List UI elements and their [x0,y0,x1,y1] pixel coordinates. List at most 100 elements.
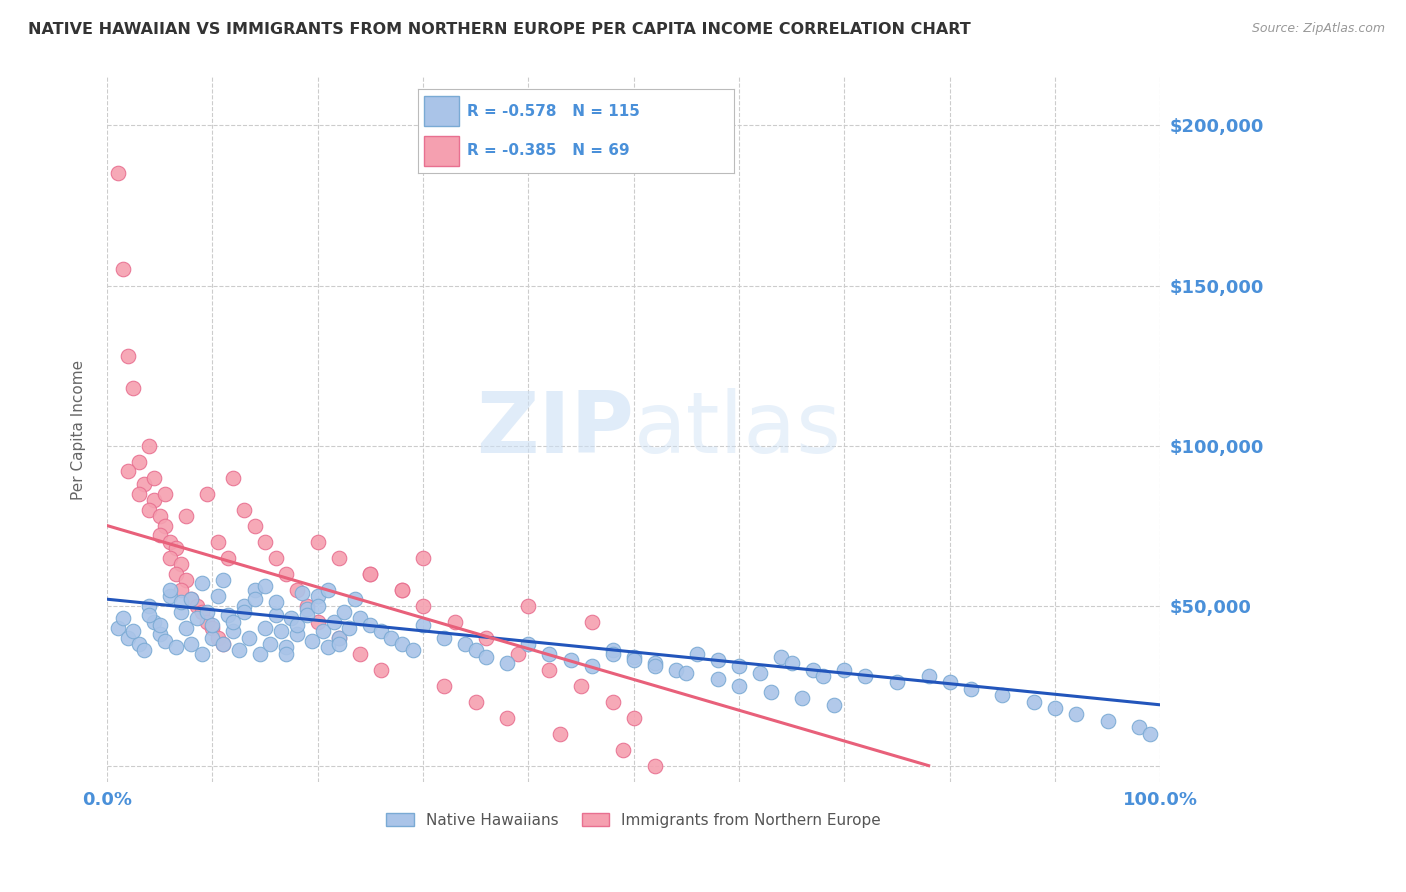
Point [1128,720,1150,734]
Point [170,582,193,597]
Point [207,534,229,549]
Point [307,534,329,549]
Point [602,647,624,661]
Point [207,631,229,645]
Point [623,649,645,664]
Point [285,627,308,641]
Point [159,534,181,549]
Point [301,633,323,648]
Point [496,711,519,725]
Point [823,698,845,712]
Point [212,637,235,651]
Point [391,637,413,651]
Point [233,605,256,619]
Point [1043,701,1066,715]
Point [391,582,413,597]
Point [201,617,224,632]
Point [475,631,498,645]
Point [780,657,803,671]
Point [707,672,730,686]
Point [191,605,214,619]
Point [612,742,634,756]
Point [792,691,814,706]
Text: Source: ZipAtlas.com: Source: ZipAtlas.com [1251,22,1385,36]
Point [295,602,318,616]
Point [295,608,318,623]
Point [201,621,224,635]
Point [307,615,329,629]
Point [496,657,519,671]
Point [359,617,381,632]
Point [122,624,145,639]
Point [117,631,139,645]
Point [443,615,465,629]
Point [149,508,172,523]
Point [153,518,176,533]
Point [328,631,350,645]
Point [813,669,835,683]
Point [259,637,281,651]
Point [759,685,782,699]
Point [149,528,172,542]
Point [276,566,298,581]
Point [201,631,224,645]
Point [433,631,456,645]
Point [623,653,645,667]
Point [233,502,256,516]
Point [464,643,486,657]
Point [222,470,245,484]
Point [254,579,277,593]
Point [391,582,413,597]
Point [264,550,287,565]
Point [602,643,624,657]
Point [180,592,202,607]
Point [433,679,456,693]
Point [644,659,666,673]
Point [222,624,245,639]
Point [276,647,298,661]
Point [337,621,360,635]
Point [412,617,434,632]
Point [153,633,176,648]
Point [938,675,960,690]
Point [159,550,181,565]
Point [180,592,202,607]
Point [728,659,751,673]
Point [191,647,214,661]
Point [238,631,260,645]
Point [675,665,697,680]
Point [186,611,208,625]
Point [264,595,287,609]
Point [644,758,666,772]
Point [581,615,603,629]
Point [143,470,166,484]
Point [149,627,172,641]
Point [1022,695,1045,709]
Point [412,599,434,613]
Point [165,640,187,655]
Point [165,566,187,581]
Point [159,582,181,597]
Point [1097,714,1119,728]
Point [249,647,271,661]
Point [254,621,277,635]
Point [285,617,308,632]
Point [174,621,197,635]
Point [195,486,218,500]
Point [138,502,160,516]
Point [107,166,129,180]
Point [228,643,250,657]
Point [801,663,824,677]
Point [349,647,371,661]
Point [517,599,540,613]
Point [132,477,155,491]
Point [291,586,314,600]
Point [264,608,287,623]
Y-axis label: Per Capita Income: Per Capita Income [72,359,86,500]
Point [380,631,402,645]
Point [195,605,218,619]
Text: ZIP: ZIP [477,388,634,471]
Point [212,637,235,651]
Point [1139,726,1161,740]
Point [328,637,350,651]
